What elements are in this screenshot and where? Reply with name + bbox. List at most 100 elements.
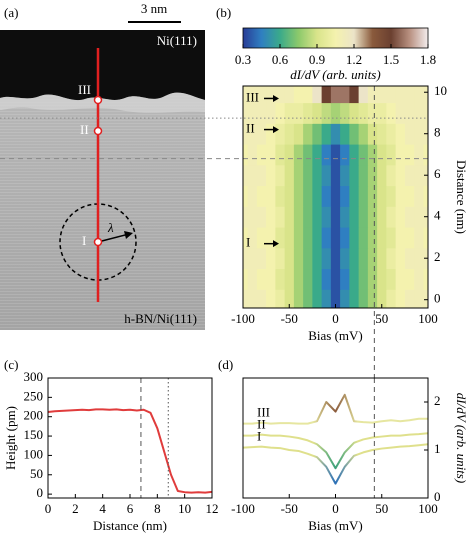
point-marker [93, 237, 103, 247]
point-label: I [82, 233, 86, 248]
heatmap-cell [358, 86, 369, 104]
point-marker [93, 126, 103, 136]
heatmap-cell [330, 247, 341, 270]
heatmap-cell [321, 164, 332, 187]
heatmap-cell [312, 123, 323, 145]
radius-arrow [97, 233, 130, 243]
heatmap-cell [367, 164, 378, 187]
heatmap-cell [404, 86, 415, 104]
heatmap-cell [340, 144, 350, 166]
heatmap-cell [247, 144, 258, 166]
series-line [48, 408, 212, 494]
point-marker [93, 95, 103, 105]
heatmap-cell [414, 247, 424, 270]
heatmap-cell [284, 86, 295, 104]
heatmap-cell [293, 86, 304, 104]
heatmap-cell [340, 268, 350, 290]
heatmap-cell [414, 123, 424, 145]
x-tick-label: 0 [332, 311, 339, 326]
heatmap-cell [275, 268, 286, 290]
heatmap-cell [303, 164, 313, 187]
heatmap-cell [377, 227, 387, 249]
y-tick-label: 1 [434, 441, 441, 456]
heatmap-cell [293, 185, 304, 207]
x-tick-label: 0 [332, 501, 339, 516]
heatmap-cell [358, 102, 369, 124]
x-tick-label: -100 [231, 311, 255, 326]
heatmap-cell [293, 164, 304, 187]
heatmap-cell [358, 289, 369, 308]
heatmap-cell [256, 123, 267, 145]
heatmap-cell [414, 206, 424, 228]
heatmap-cell [312, 206, 323, 228]
heatmap-cell [256, 289, 267, 308]
ni-region [0, 30, 205, 101]
heatmap-cell [243, 247, 249, 270]
heatmap-cell [247, 164, 258, 187]
heatmap-cell [386, 206, 397, 228]
heatmap-cell [358, 144, 369, 166]
heatmap-cell [386, 144, 397, 166]
heatmap-cell [377, 247, 387, 270]
heatmap-cell [367, 123, 378, 145]
heatmap-cell [247, 206, 258, 228]
heatmap-cell [386, 164, 397, 187]
heatmap-cell [340, 123, 350, 145]
colorbar [242, 27, 429, 49]
arrow-head [124, 231, 133, 239]
heatmap-cell [395, 206, 406, 228]
heatmap-cell [358, 247, 369, 270]
heatmap-cell [247, 102, 258, 124]
heatmap-cell [256, 268, 267, 290]
heatmap-cell [367, 268, 378, 290]
series-line [243, 432, 428, 470]
x-tick-label: 4 [99, 501, 106, 516]
heatmap-cell [284, 102, 295, 124]
heatmap-cell [340, 206, 350, 228]
heatmap-cell [284, 144, 295, 166]
step-edge [0, 92, 205, 113]
heatmap-cell [386, 289, 397, 308]
heatmap-cell [414, 227, 424, 249]
x-tick-label: 50 [375, 501, 388, 516]
y-tick-label: 50 [30, 466, 43, 481]
heatmap-cell [349, 268, 360, 290]
colorbar-label: dI/dV (arb. units) [290, 67, 380, 82]
heatmap-cell [243, 206, 249, 228]
series-label: I [257, 429, 261, 444]
heatmap-cell [349, 102, 360, 124]
heatmap-cell [404, 123, 415, 145]
x-tick-label: 10 [178, 501, 191, 516]
heatmap-cell [340, 227, 350, 249]
heatmap-cell [275, 227, 286, 249]
heatmap-cell [275, 86, 286, 104]
heatmap-cell [423, 289, 428, 308]
heatmap-cell [340, 185, 350, 207]
heatmap-cell [377, 144, 387, 166]
heatmap-cell [386, 268, 397, 290]
y-tick-label: 6 [434, 166, 441, 181]
heatmap-cell [256, 144, 267, 166]
heatmap-cell [404, 185, 415, 207]
x-tick-label: -50 [281, 501, 298, 516]
y-tick-label: 300 [24, 369, 44, 384]
heatmap-cell [395, 185, 406, 207]
heatmap-cell [303, 268, 313, 290]
series-line [243, 393, 428, 425]
heatmap-cell [367, 102, 378, 124]
heatmap-cell [423, 144, 428, 166]
heatmap-cell [349, 123, 360, 145]
stm-image-panel: (a) 3 nm Ni(111) h-BN/Ni(111) λ III II I [0, 1, 205, 330]
panel-label: (a) [4, 5, 18, 20]
x-tick-label: 100 [418, 311, 438, 326]
heatmap-cell [340, 289, 350, 308]
heatmap-cell [395, 123, 406, 145]
heatmap-cell [321, 227, 332, 249]
y-tick-label: 2 [434, 393, 441, 408]
heatmap-cell [312, 289, 323, 308]
heatmap-cell [330, 289, 341, 308]
marker-label: II [246, 121, 255, 136]
heatmap-cell [330, 206, 341, 228]
heatmap-cell [358, 185, 369, 207]
heatmap-cell [303, 289, 313, 308]
